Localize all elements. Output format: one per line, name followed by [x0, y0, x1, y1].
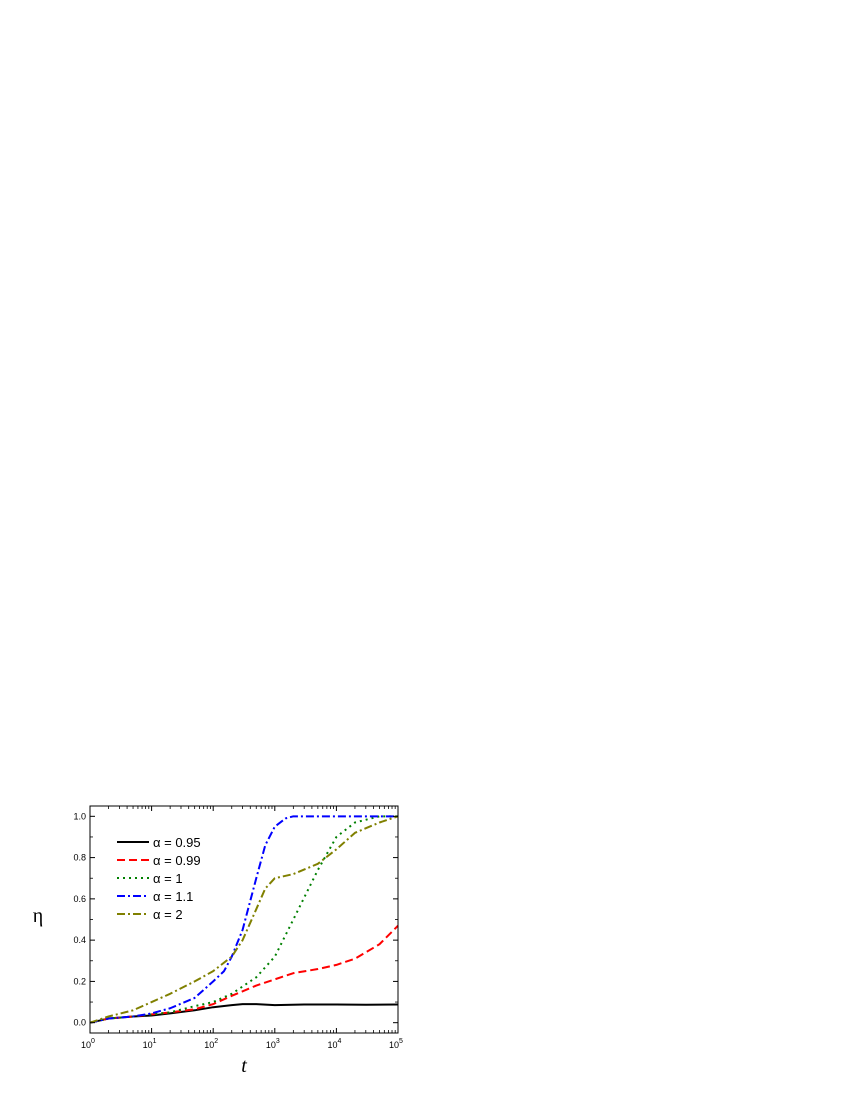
x-tick-label: 104 [327, 1038, 341, 1050]
x-tick-label: 101 [143, 1038, 157, 1050]
y-tick-label: 1.0 [73, 811, 86, 821]
series-line-4 [89, 815, 398, 1024]
series-line-1 [89, 1003, 399, 1024]
legend: α = 0.95 α = 0.99 α = 1 α = 1.1 α = 2 [117, 835, 201, 922]
y-tick-label: 0.4 [73, 935, 86, 945]
x-tick-label: 102 [204, 1038, 218, 1050]
legend-label-4: α = 1.1 [153, 889, 193, 904]
y-axis-title: η [33, 905, 43, 927]
legend-label-3: α = 1 [153, 871, 183, 886]
series-layer [89, 815, 399, 1024]
y-tick-label: 0.8 [73, 853, 86, 863]
legend-label-5: α = 2 [153, 907, 183, 922]
ticks-layer: 100 101 102 103 104 105 0.0 0.2 0.4 0.6 0.8 1.0 [73, 806, 403, 1050]
x-axis-title: t [241, 1055, 247, 1077]
series-line-5 [89, 815, 399, 1024]
legend-label-1: α = 0.95 [153, 835, 201, 850]
plot-frame [89, 805, 399, 1034]
series-line-3 [89, 815, 398, 1024]
x-tick-label: 105 [389, 1038, 403, 1050]
y-tick-label: 0.6 [73, 894, 86, 904]
x-tick-label: 103 [266, 1038, 280, 1050]
y-tick-label: 0.2 [73, 976, 86, 986]
y-tick-label: 0.0 [73, 1018, 86, 1028]
x-tick-label: 100 [81, 1038, 95, 1050]
legend-label-2: α = 0.99 [153, 853, 201, 868]
